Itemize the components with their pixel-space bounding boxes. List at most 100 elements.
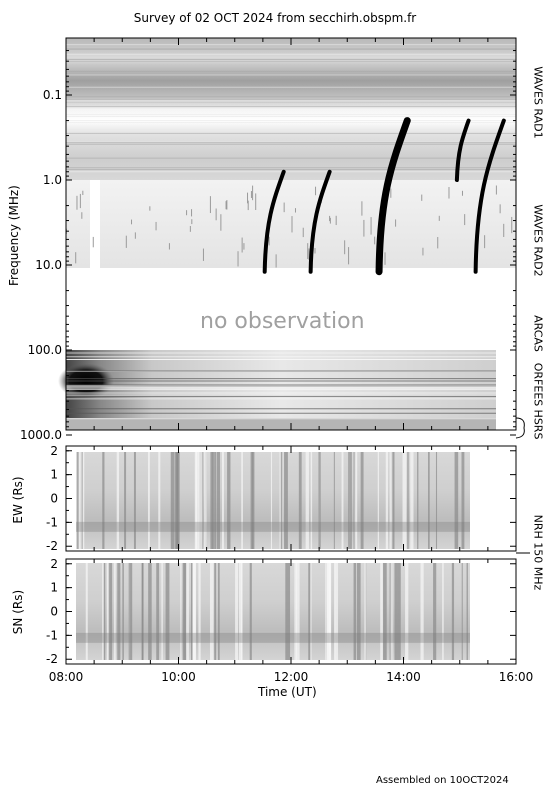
nrh-stripe xyxy=(214,452,217,549)
nrh-stripe xyxy=(335,563,339,660)
nrh-stripe xyxy=(357,563,361,660)
position-tick-label: -2 xyxy=(46,539,58,553)
burst-2 xyxy=(375,117,411,276)
nrh-stripe xyxy=(341,452,344,549)
nrh-stripe xyxy=(390,452,395,549)
nrh-stripe xyxy=(241,452,243,549)
nrh-stripe xyxy=(250,452,254,549)
nrh-stripe xyxy=(175,452,179,549)
nrh-stripe xyxy=(410,452,414,549)
nrh-stripe xyxy=(360,452,364,549)
nrh-stripe xyxy=(185,563,189,660)
position-tick-label: -1 xyxy=(46,515,58,529)
nrh-stripe xyxy=(382,563,387,660)
nrh-stripe xyxy=(252,452,255,549)
nrh-stripe xyxy=(428,452,430,549)
rad2-gap xyxy=(90,180,100,268)
nrh-stripe xyxy=(402,452,407,549)
nrh-stripe xyxy=(284,452,288,549)
instrument-label-rad2: WAVES RAD2 xyxy=(531,204,545,277)
y-axis-label-sn: SN (Rs) xyxy=(11,589,25,635)
burst-4 xyxy=(473,118,506,274)
nrh-stripe xyxy=(180,563,182,660)
nrh-stripe xyxy=(85,563,88,660)
time-tick-label: 14:00 xyxy=(386,670,421,684)
nrh-stripe xyxy=(305,452,309,549)
nrh-stripe xyxy=(270,452,273,549)
nrh-stripe xyxy=(106,563,110,660)
time-tick-label: 08:00 xyxy=(49,670,84,684)
hsrs-brace xyxy=(515,417,525,439)
nrh-stripe xyxy=(133,452,136,549)
nrh-stripe xyxy=(158,452,161,549)
burst-3 xyxy=(454,118,471,182)
nrh-sn-image xyxy=(76,563,470,660)
hsrs-spectrum xyxy=(66,418,496,430)
instrument-label-nrh: NRH 150 MHz xyxy=(531,514,545,591)
nrh-stripe xyxy=(364,563,367,660)
y-axis-label-ew: EW (Rs) xyxy=(11,476,25,524)
nrh-stripe xyxy=(165,563,170,660)
nrh-stripe xyxy=(249,563,252,660)
nrh-stripe xyxy=(334,563,336,660)
instrument-label-hsrs: HSRS xyxy=(531,409,545,440)
nrh-stripe xyxy=(210,452,213,549)
position-tick-label: 1 xyxy=(50,468,58,482)
nrh-stripe xyxy=(222,452,224,549)
freq-tick-label: 1.0 xyxy=(43,173,62,187)
nrh-stripe xyxy=(182,563,186,660)
freq-tick-label: 100.0 xyxy=(28,343,62,357)
nrh-stripe xyxy=(420,563,424,660)
nrh-stripe xyxy=(177,452,180,549)
nrh-band xyxy=(76,632,470,643)
nrh-stripe xyxy=(170,452,175,549)
nrh-stripe xyxy=(191,563,193,660)
nrh-stripe xyxy=(235,563,239,660)
no-observation-text: no observation xyxy=(200,309,365,334)
freq-tick-label: 10.0 xyxy=(35,258,62,272)
nrh-stripe xyxy=(397,563,401,660)
nrh-stripe xyxy=(142,563,144,660)
time-tick-label: 10:00 xyxy=(161,670,196,684)
nrh-stripe xyxy=(454,452,459,549)
nrh-stripe xyxy=(122,563,124,660)
freq-tick-label: 0.1 xyxy=(43,88,62,102)
nrh-stripe xyxy=(102,452,105,549)
nrh-stripe xyxy=(161,563,163,660)
nrh-stripe xyxy=(435,452,438,549)
position-tick-label: 1 xyxy=(50,581,58,595)
nrh-stripe xyxy=(216,452,221,549)
rad2-spectrum xyxy=(66,180,516,268)
nrh-stripe xyxy=(204,452,207,549)
nrh-stripe xyxy=(310,563,312,660)
nrh-stripe xyxy=(385,452,389,549)
burst-1 xyxy=(308,169,332,274)
nrh-stripe xyxy=(280,452,283,549)
nrh-stripe xyxy=(466,563,468,660)
nrh-stripe xyxy=(76,452,79,549)
nrh-stripe xyxy=(389,452,393,549)
nrh-stripe xyxy=(198,452,203,549)
nrh-stripe xyxy=(407,452,409,549)
nrh-stripe xyxy=(461,452,465,549)
nrh-stripe xyxy=(214,563,217,660)
nrh-stripe xyxy=(442,563,444,660)
nrh-stripe xyxy=(198,563,201,660)
nrh-stripe xyxy=(156,563,160,660)
nrh-stripe xyxy=(380,563,384,660)
y-axis-label-frequency: Frequency (MHz) xyxy=(7,185,21,286)
nrh-stripe xyxy=(81,452,83,549)
nrh-stripe xyxy=(102,563,104,660)
nrh-stripe xyxy=(148,563,152,660)
nrh-stripe xyxy=(461,563,463,660)
position-tick-label: 0 xyxy=(50,605,58,619)
nrh-stripe xyxy=(296,563,300,660)
nrh-stripe xyxy=(124,452,127,549)
nrh-stripe xyxy=(116,452,120,549)
footer-text: Assembled on 10OCT2024 xyxy=(376,775,509,786)
freq-tick-label: 1000.0 xyxy=(20,428,62,442)
nrh-stripe xyxy=(147,452,150,549)
nrh-stripe xyxy=(294,563,297,660)
position-tick-label: 2 xyxy=(50,444,58,458)
nrh-band xyxy=(76,521,470,532)
